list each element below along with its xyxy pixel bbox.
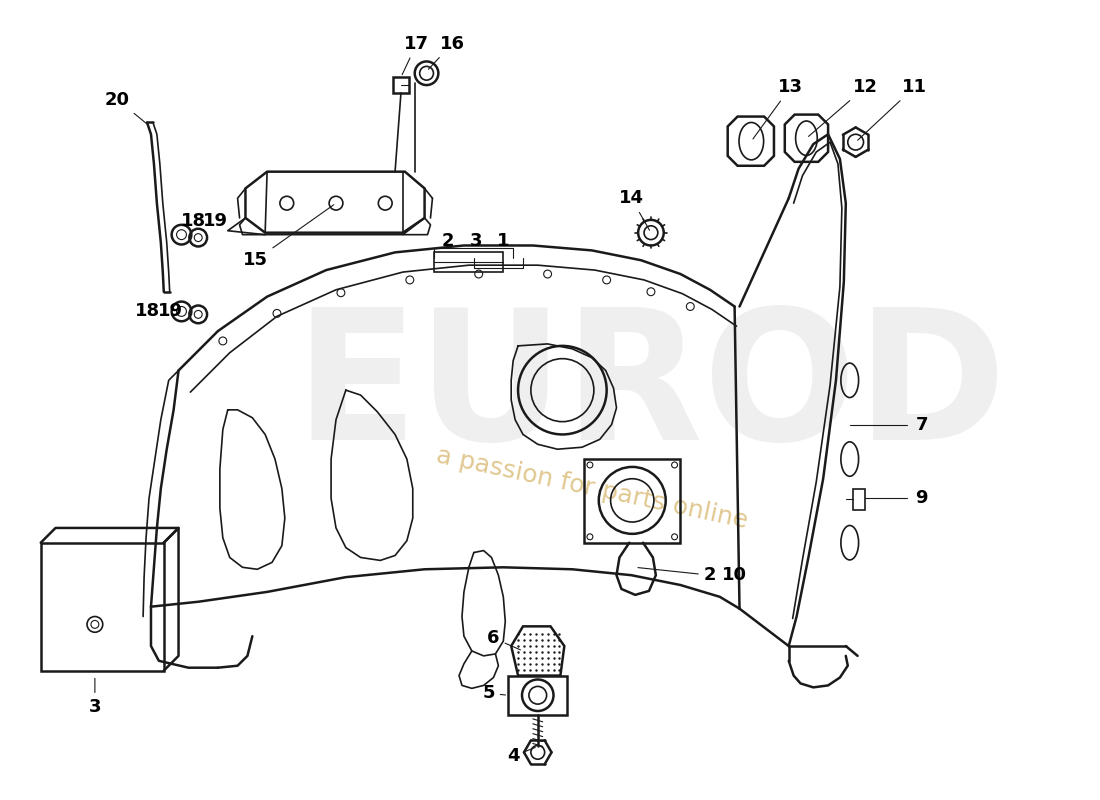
Text: 12: 12	[808, 78, 878, 136]
Text: 18: 18	[180, 212, 206, 230]
Text: 7: 7	[915, 416, 927, 434]
Text: 3: 3	[89, 678, 101, 716]
Text: 19: 19	[158, 302, 184, 321]
Text: 10: 10	[722, 566, 747, 584]
Text: 2: 2	[638, 566, 716, 584]
Text: 14: 14	[619, 190, 650, 230]
Text: 5: 5	[482, 684, 506, 702]
Text: 4: 4	[507, 747, 536, 766]
Text: 9: 9	[915, 490, 927, 507]
Text: 1: 1	[497, 231, 509, 250]
Text: a passion for parts online: a passion for parts online	[433, 444, 750, 534]
Text: 2: 2	[442, 231, 454, 250]
Text: 20: 20	[104, 91, 147, 125]
Text: 11: 11	[858, 78, 927, 140]
Polygon shape	[512, 626, 564, 675]
Text: 16: 16	[428, 34, 464, 70]
Text: 18: 18	[134, 302, 159, 321]
Text: 19: 19	[204, 212, 229, 230]
Text: 3: 3	[470, 231, 482, 250]
Text: 17: 17	[403, 34, 429, 74]
Text: 6: 6	[487, 629, 520, 650]
Text: EUROD: EUROD	[295, 302, 1008, 478]
Text: 15: 15	[243, 205, 333, 270]
Text: 13: 13	[754, 78, 803, 139]
